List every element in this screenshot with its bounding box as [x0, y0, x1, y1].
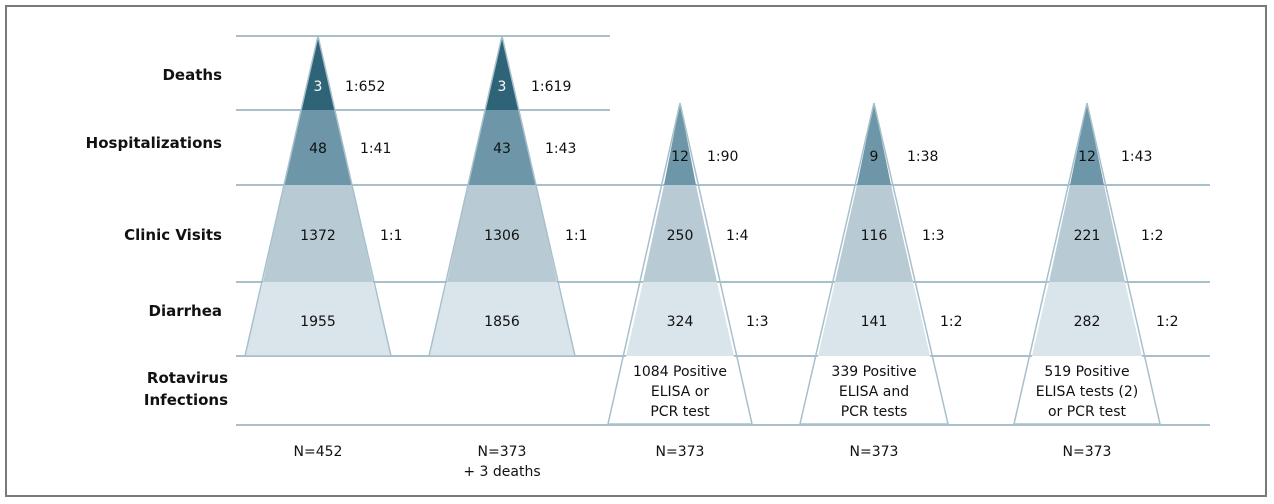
- pyramid-4-diarrhea-band: [818, 282, 930, 356]
- pyramid-2-clinic-ratio: 1:1: [565, 228, 588, 244]
- pyramid-4-infections-line-3: PCR tests: [841, 404, 908, 420]
- pyramid-1-hosp-value: 48: [309, 141, 327, 157]
- row-label-deaths: Deaths: [162, 66, 222, 84]
- pyramid-4-infections-band: [800, 356, 948, 424]
- pyramid-1-clinic-band: [263, 185, 373, 282]
- pyramid-2-outline: [428, 35, 576, 357]
- pyramid-3-infections-line-1: 1084 Positive: [633, 364, 727, 380]
- pyramid-5: 12 1:43 221 1:2 282 1:2 519 Positive ELI…: [1013, 102, 1179, 460]
- pyramid-4-infections-line-1: 339 Positive: [831, 364, 916, 380]
- row-labels: Deaths Hospitalizations Clinic Visits Di…: [86, 66, 228, 409]
- pyramid-3-hosp-value: 12: [671, 149, 689, 165]
- pyramid-2-hosp-ratio: 1:43: [545, 141, 576, 157]
- pyramid-5-hosp-ratio: 1:43: [1121, 149, 1152, 165]
- pyramid-4-clinic-value: 116: [861, 228, 888, 244]
- row-label-diarrhea: Diarrhea: [149, 302, 222, 320]
- pyramid-1-hosp-ratio: 1:41: [360, 141, 391, 157]
- pyramid-3-infections-band: [608, 356, 752, 424]
- pyramid-1-deaths-value: 3: [314, 79, 323, 95]
- pyramid-3-hosp-band: [664, 103, 696, 185]
- pyramid-5-clinic-ratio: 1:2: [1141, 228, 1164, 244]
- pyramid-3-diarrhea-band: [626, 282, 734, 356]
- pyramid-1-clinic-ratio: 1:1: [380, 228, 403, 244]
- pyramid-2-n-label: N=373: [478, 444, 527, 460]
- pyramid-5-clinic-band: [1049, 185, 1125, 282]
- pyramid-3-outline: [607, 102, 753, 425]
- pyramid-1-deaths-ratio: 1:652: [345, 79, 385, 95]
- pyramid-1-deaths-band: [301, 36, 335, 110]
- pyramid-3-clinic-ratio: 1:4: [726, 228, 749, 244]
- pyramid-4-clinic-ratio: 1:3: [922, 228, 945, 244]
- pyramid-1-outline: [244, 35, 392, 357]
- pyramid-2-clinic-value: 1306: [484, 228, 520, 244]
- pyramid-2-n-label-deaths: + 3 deaths: [463, 464, 540, 480]
- pyramid-5-hosp-value: 12: [1078, 149, 1096, 165]
- pyramid-1-clinic-value: 1372: [300, 228, 336, 244]
- pyramid-5-diarrhea-ratio: 1:2: [1156, 314, 1179, 330]
- pyramid-2-deaths-ratio: 1:619: [531, 79, 571, 95]
- pyramid-5-clinic-value: 221: [1074, 228, 1101, 244]
- pyramid-4-hosp-value: 9: [870, 149, 879, 165]
- pyramid-2-hosp-band: [468, 110, 536, 185]
- pyramid-4: 9 1:38 116 1:3 141 1:2 339 Positive ELIS…: [799, 102, 963, 460]
- pyramid-3-diarrhea-value: 324: [667, 314, 694, 330]
- pyramid-2-deaths-value: 3: [498, 79, 507, 95]
- pyramid-4-outline: [799, 102, 949, 425]
- pyramid-5-infections-band: [1014, 356, 1160, 424]
- pyramid-4-hosp-band: [857, 103, 891, 185]
- pyramid-4-hosp-ratio: 1:38: [907, 149, 938, 165]
- pyramid-3-infections-line-3: PCR test: [650, 404, 710, 420]
- pyramid-1-hosp-band: [284, 110, 352, 185]
- pyramid-5-infections-line-3: or PCR test: [1048, 404, 1127, 420]
- pyramid-5-diarrhea-band: [1032, 282, 1142, 356]
- pyramid-2: 3 1:619 43 1:43 1306 1:1 1856 N=373 + 3 …: [428, 35, 588, 480]
- pyramid-1: 3 1:652 48 1:41 1372 1:1 1955 N=452: [244, 35, 403, 460]
- pyramid-4-clinic-band: [835, 185, 913, 282]
- pyramid-2-clinic-band: [447, 185, 557, 282]
- pyramid-4-n-label: N=373: [850, 444, 899, 460]
- pyramid-3: 12 1:90 250 1:4 324 1:3 1084 Positive EL…: [607, 102, 769, 460]
- pyramid-3-hosp-ratio: 1:90: [707, 149, 738, 165]
- pyramid-5-infections-line-1: 519 Positive: [1044, 364, 1129, 380]
- pyramid-5-outline: [1013, 102, 1161, 425]
- pyramid-1-diarrhea-value: 1955: [300, 314, 336, 330]
- row-label-infections: Infections: [144, 391, 228, 409]
- pyramid-2-diarrhea-value: 1856: [484, 314, 520, 330]
- pyramid-4-diarrhea-value: 141: [861, 314, 888, 330]
- row-label-hospitalizations: Hospitalizations: [86, 134, 222, 152]
- pyramid-5-n-label: N=373: [1063, 444, 1112, 460]
- pyramid-1-diarrhea-band: [245, 282, 391, 356]
- pyramid-3-n-label: N=373: [656, 444, 705, 460]
- pyramid-3-diarrhea-ratio: 1:3: [746, 314, 769, 330]
- pyramid-3-infections-line-2: ELISA or: [651, 384, 710, 400]
- pyramid-2-deaths-band: [485, 36, 519, 110]
- pyramid-2-hosp-value: 43: [493, 141, 511, 157]
- pyramid-5-infections-line-2: ELISA tests (2): [1036, 384, 1138, 400]
- pyramid-4-diarrhea-ratio: 1:2: [940, 314, 963, 330]
- pyramid-4-infections-line-2: ELISA and: [839, 384, 909, 400]
- pyramid-1-n-label: N=452: [294, 444, 343, 460]
- row-label-clinic-visits: Clinic Visits: [124, 226, 222, 244]
- pyramid-5-diarrhea-value: 282: [1074, 314, 1101, 330]
- pyramid-2-diarrhea-band: [429, 282, 575, 356]
- pyramid-5-hosp-band: [1070, 103, 1104, 185]
- row-label-rotavirus: Rotavirus: [147, 369, 228, 387]
- pyramid-3-clinic-band: [643, 185, 717, 282]
- pyramid-3-clinic-value: 250: [667, 228, 694, 244]
